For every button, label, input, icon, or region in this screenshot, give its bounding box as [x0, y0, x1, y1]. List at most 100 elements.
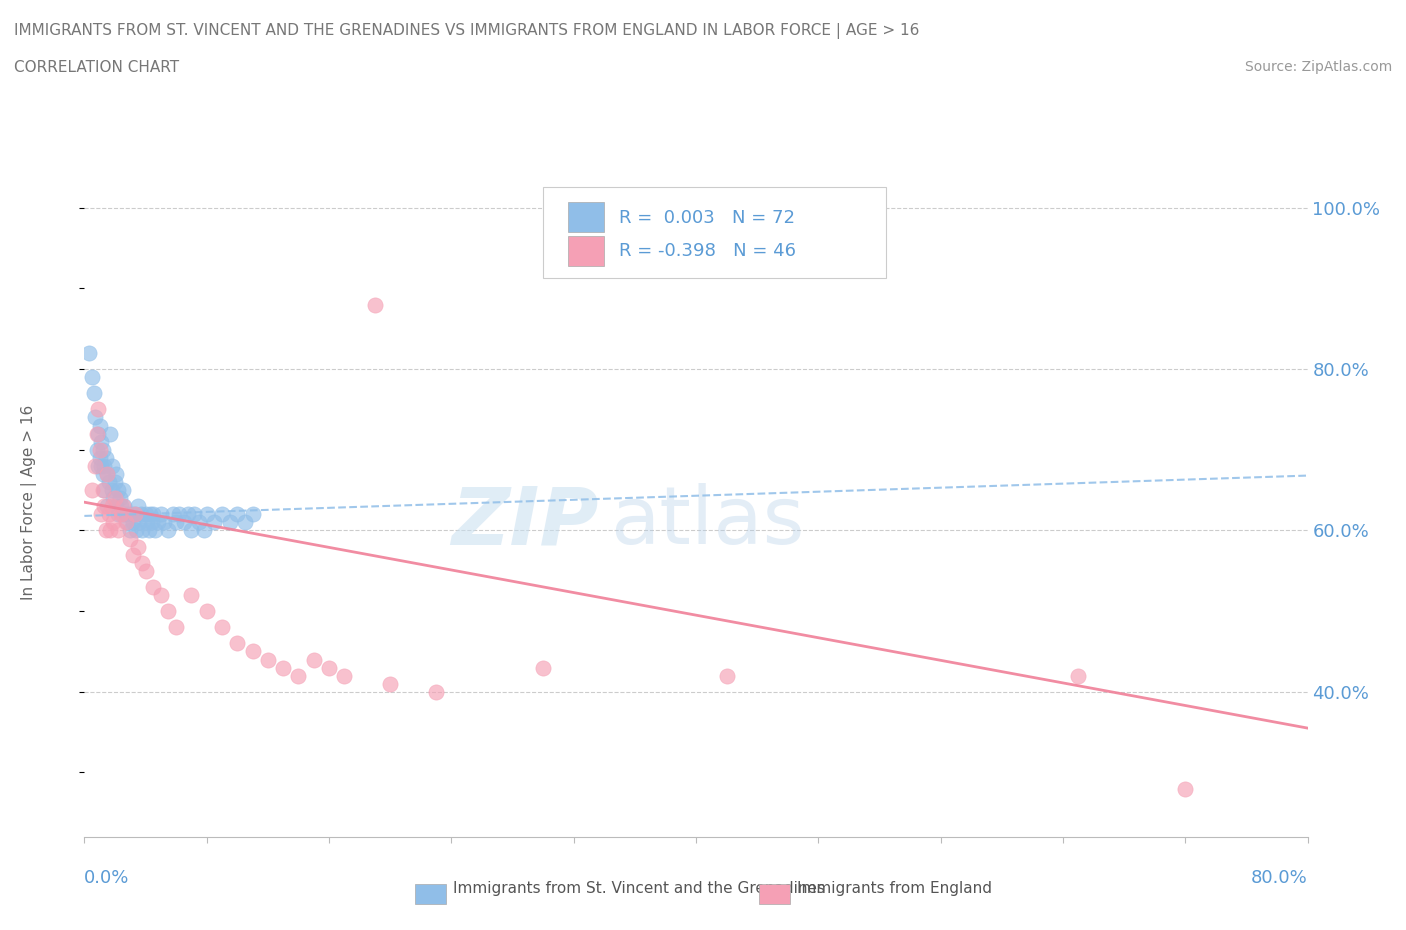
- Point: [226, 636, 249, 651]
- Point: [87, 458, 110, 473]
- Point: [242, 507, 264, 522]
- Point: [86, 426, 108, 441]
- Point: [115, 515, 138, 530]
- Point: [89, 443, 111, 458]
- Point: [364, 297, 387, 312]
- Point: [103, 515, 125, 530]
- Point: [110, 498, 132, 513]
- Point: [177, 507, 200, 522]
- Text: 0.0%: 0.0%: [84, 870, 129, 887]
- Point: [124, 507, 146, 522]
- Text: R = -0.398   N = 46: R = -0.398 N = 46: [619, 243, 796, 260]
- Point: [195, 604, 218, 618]
- Point: [94, 450, 117, 465]
- Point: [96, 467, 118, 482]
- Point: [233, 515, 256, 530]
- Point: [380, 676, 402, 691]
- Point: [193, 523, 215, 538]
- Point: [135, 507, 157, 522]
- Point: [91, 467, 114, 482]
- Bar: [568, 235, 605, 266]
- Point: [101, 498, 124, 513]
- Point: [531, 660, 554, 675]
- Point: [127, 539, 149, 554]
- Point: [90, 507, 112, 522]
- Point: [162, 507, 184, 522]
- Point: [104, 474, 127, 489]
- Point: [107, 523, 129, 538]
- Point: [202, 515, 225, 530]
- Point: [141, 515, 163, 530]
- Point: [153, 515, 176, 530]
- Point: [167, 507, 190, 522]
- Point: [333, 669, 356, 684]
- Point: [84, 458, 107, 473]
- Point: [93, 483, 115, 498]
- Point: [93, 498, 115, 513]
- Point: [716, 669, 738, 684]
- Point: [90, 458, 112, 473]
- Point: [83, 386, 105, 401]
- Point: [142, 507, 165, 522]
- Point: [77, 346, 100, 361]
- Point: [91, 443, 114, 458]
- Text: atlas: atlas: [610, 484, 804, 562]
- Point: [302, 652, 325, 667]
- Point: [98, 523, 121, 538]
- Point: [107, 507, 129, 522]
- Text: ZIP: ZIP: [451, 484, 598, 562]
- Point: [135, 564, 157, 578]
- Point: [104, 491, 127, 506]
- Point: [143, 523, 166, 538]
- Point: [122, 547, 145, 562]
- Point: [425, 684, 447, 699]
- Point: [120, 523, 142, 538]
- Point: [125, 523, 148, 538]
- Point: [165, 619, 187, 634]
- Point: [195, 507, 218, 522]
- Point: [271, 660, 294, 675]
- Point: [91, 483, 114, 498]
- Point: [142, 579, 165, 594]
- Point: [101, 458, 124, 473]
- Point: [180, 588, 202, 603]
- Point: [97, 474, 120, 489]
- Point: [124, 507, 146, 522]
- Point: [188, 515, 211, 530]
- Point: [128, 515, 150, 530]
- Point: [105, 467, 128, 482]
- Text: R =  0.003   N = 72: R = 0.003 N = 72: [619, 209, 794, 227]
- Point: [118, 507, 141, 522]
- Point: [127, 498, 149, 513]
- Point: [90, 434, 112, 449]
- Point: [173, 515, 195, 530]
- Point: [111, 507, 134, 522]
- Text: 80.0%: 80.0%: [1251, 870, 1308, 887]
- Point: [183, 507, 205, 522]
- Point: [105, 498, 128, 513]
- Text: IMMIGRANTS FROM ST. VINCENT AND THE GRENADINES VS IMMIGRANTS FROM ENGLAND IN LAB: IMMIGRANTS FROM ST. VINCENT AND THE GREN…: [14, 23, 920, 39]
- Point: [149, 588, 172, 603]
- Point: [121, 507, 143, 522]
- Point: [89, 418, 111, 433]
- Text: CORRELATION CHART: CORRELATION CHART: [14, 60, 179, 75]
- Point: [131, 555, 153, 570]
- Point: [242, 644, 264, 658]
- Point: [165, 515, 187, 530]
- FancyBboxPatch shape: [543, 188, 886, 278]
- Point: [257, 652, 280, 667]
- Point: [89, 450, 111, 465]
- Point: [318, 660, 340, 675]
- Bar: [568, 202, 605, 232]
- Point: [87, 426, 110, 441]
- Point: [94, 523, 117, 538]
- Point: [80, 483, 103, 498]
- Point: [111, 483, 134, 498]
- Text: In Labor Force | Age > 16: In Labor Force | Age > 16: [21, 405, 38, 600]
- Point: [101, 483, 124, 498]
- Point: [96, 467, 118, 482]
- Point: [122, 515, 145, 530]
- Point: [211, 507, 233, 522]
- Point: [138, 523, 160, 538]
- Point: [84, 410, 107, 425]
